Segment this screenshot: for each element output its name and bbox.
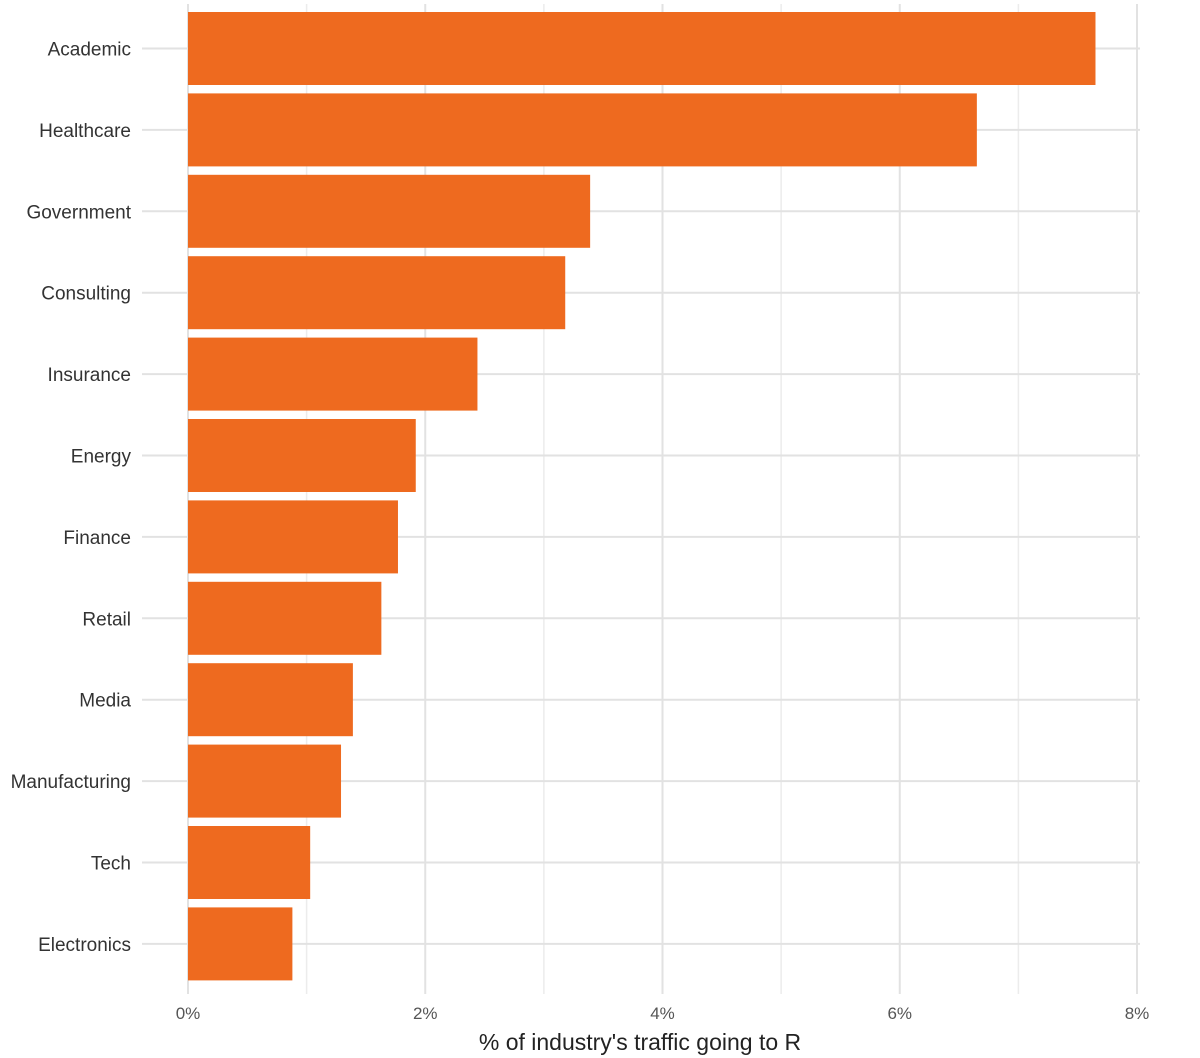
bar-energy bbox=[188, 419, 416, 492]
bar-consulting bbox=[188, 256, 566, 330]
bars bbox=[188, 12, 1096, 981]
x-tick-label: 4% bbox=[650, 1004, 675, 1023]
x-tick-label: 6% bbox=[887, 1004, 912, 1023]
bar-tech bbox=[188, 826, 311, 899]
category-label: Tech bbox=[91, 854, 131, 875]
bar-manufacturing bbox=[188, 744, 342, 818]
bar-electronics bbox=[188, 907, 293, 981]
bar-government bbox=[188, 174, 591, 248]
category-label: Energy bbox=[71, 447, 132, 468]
category-label: Consulting bbox=[41, 284, 131, 305]
category-label: Media bbox=[79, 691, 131, 712]
category-labels: Academic Healthcare Government Consulting In… bbox=[11, 40, 132, 956]
category-label: Retail bbox=[82, 609, 131, 630]
bar-academic bbox=[188, 12, 1096, 85]
x-tick-label: 0% bbox=[176, 1004, 201, 1023]
x-tick-labels: 0% 2% 4% 6% 8% bbox=[176, 1004, 1150, 1023]
bar-finance bbox=[188, 500, 398, 574]
category-label: Government bbox=[26, 202, 131, 223]
x-tick-label: 2% bbox=[413, 1004, 438, 1023]
category-label: Insurance bbox=[48, 365, 131, 386]
bar-media bbox=[188, 663, 353, 737]
bar-insurance bbox=[188, 337, 478, 411]
category-label: Academic bbox=[48, 40, 131, 61]
category-label: Manufacturing bbox=[11, 772, 131, 793]
x-tick-label: 8% bbox=[1125, 1004, 1150, 1023]
category-label: Electronics bbox=[38, 935, 131, 956]
bar-healthcare bbox=[188, 93, 977, 167]
x-axis-title: % of industry's traffic going to R bbox=[479, 1029, 801, 1055]
bar-retail bbox=[188, 581, 382, 655]
category-label: Healthcare bbox=[39, 121, 131, 142]
category-label: Finance bbox=[63, 528, 131, 549]
